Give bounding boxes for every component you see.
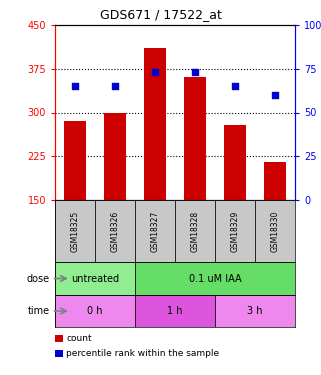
- Bar: [184, 78, 206, 200]
- Text: GSM18325: GSM18325: [71, 210, 80, 252]
- Text: time: time: [28, 306, 50, 316]
- Bar: [135, 295, 215, 327]
- Point: [273, 92, 278, 98]
- Text: 1 h: 1 h: [167, 306, 183, 316]
- Text: untreated: untreated: [71, 273, 119, 284]
- Bar: [224, 125, 246, 200]
- Bar: [104, 112, 126, 200]
- Text: 0.1 uM IAA: 0.1 uM IAA: [189, 273, 241, 284]
- Text: dose: dose: [27, 273, 50, 284]
- Bar: [175, 200, 215, 262]
- Point: [192, 69, 197, 75]
- Bar: [264, 162, 286, 200]
- Text: percentile rank within the sample: percentile rank within the sample: [66, 349, 219, 358]
- Bar: [135, 262, 295, 295]
- Text: 0 h: 0 h: [87, 306, 103, 316]
- Text: GSM18328: GSM18328: [190, 210, 199, 252]
- Text: GSM18326: GSM18326: [110, 210, 119, 252]
- Point: [73, 83, 78, 89]
- Text: GSM18327: GSM18327: [151, 210, 160, 252]
- Text: count: count: [66, 334, 92, 343]
- Bar: [55, 295, 135, 327]
- Text: GSM18330: GSM18330: [271, 210, 280, 252]
- Point: [232, 83, 238, 89]
- Text: GDS671 / 17522_at: GDS671 / 17522_at: [100, 8, 221, 21]
- Bar: [215, 295, 295, 327]
- Bar: [255, 200, 295, 262]
- Bar: [55, 200, 95, 262]
- Bar: [64, 121, 86, 200]
- Text: GSM18329: GSM18329: [230, 210, 239, 252]
- Text: 3 h: 3 h: [247, 306, 263, 316]
- Bar: [55, 262, 135, 295]
- Point: [152, 69, 158, 75]
- Bar: [135, 200, 175, 262]
- Bar: [215, 200, 255, 262]
- Bar: [95, 200, 135, 262]
- Bar: [144, 48, 166, 200]
- Point: [112, 83, 117, 89]
